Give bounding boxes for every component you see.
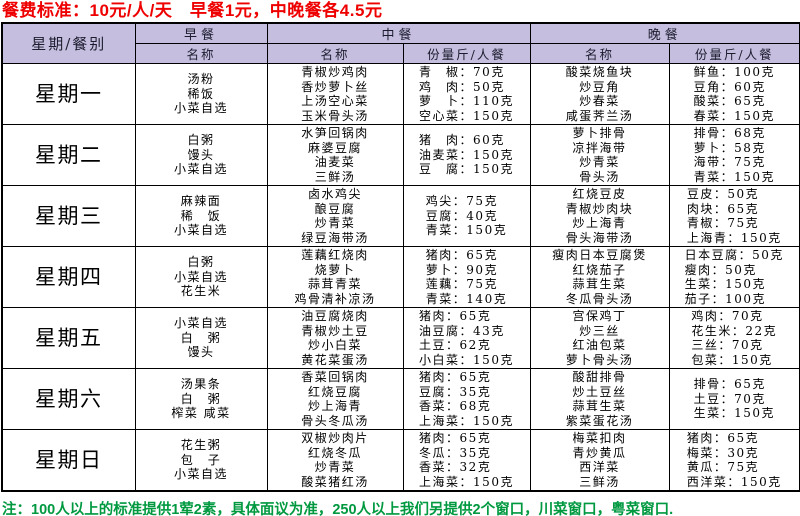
menu-row-1: 星期一 汤粉 稀饭 小菜自选 青椒炒鸡肉 香炒萝卜丝 上汤空心菜 玉米骨头汤青 椒：70克鸡 … bbox=[1, 63, 800, 125]
breakfast-items: 麻辣面稀 饭小菜自选 bbox=[134, 185, 268, 247]
menu-row-3: 星期三 麻辣面稀 饭小菜自选 卤水鸡尖 酿豆腐 炒青菜 绿豆海带汤 鸡尖：75克 豆腐：40克… bbox=[1, 185, 800, 247]
dinner-portions: 排骨：68克 萝卜：58克 海带：75克 青菜：150克 bbox=[668, 124, 800, 186]
dinner-portions: 鲜鱼：100克 豆角：60克 酸菜：65克 春菜：150克 bbox=[668, 63, 800, 125]
subheader-breakfast-name: 名称 bbox=[134, 43, 268, 64]
lunch-names: 水笋回锅肉 麻婆豆腐 油麦菜 三鲜汤 bbox=[266, 124, 404, 186]
subheader-dinner-name: 名称 bbox=[529, 43, 670, 64]
menu-row-5: 星期五 小菜自选白 粥馒头 油豆腐烧肉 青椒炒土豆 炒小白菜 黄花菜蛋汤 猪肉：65克 油豆腐… bbox=[1, 307, 800, 369]
table-header: 星期/餐别 早餐 中餐 晚餐 名称 名称 份量斤/人餐 名称 份量斤/人餐 bbox=[1, 22, 800, 64]
dinner-names: 酸菜烧鱼块 炒豆角 炒春菜 咸蛋荠兰汤 bbox=[529, 63, 670, 125]
weekly-menu-table: 星期/餐别 早餐 中餐 晚餐 名称 名称 份量斤/人餐 名称 份量斤/人餐 星期… bbox=[1, 22, 800, 492]
header-dinner: 晚餐 bbox=[529, 22, 800, 44]
lunch-portions: 猪肉：65克 豆腐：35克 香菜：68克 上海菜：150克 bbox=[402, 368, 531, 430]
subheader-lunch-portion: 份量斤/人餐 bbox=[402, 43, 531, 64]
lunch-names: 双椒炒肉片 红烧冬瓜 炒青菜 酸菜猪红汤 bbox=[266, 429, 404, 492]
dinner-portions: 日本豆腐：50克 瘦肉：50克 生菜：150克 茄子：100克 bbox=[668, 246, 800, 308]
dinner-portions: 豆皮：50克 肉块：65克 青椒：75克 上海青：150克 bbox=[668, 185, 800, 247]
menu-row-7: 星期日 花生粥包 子小菜自选 双椒炒肉片 红烧冬瓜 炒青菜 酸菜猪红汤 猪肉：65克 冬瓜：3… bbox=[1, 429, 800, 492]
lunch-names: 卤水鸡尖 酿豆腐 炒青菜 绿豆海带汤 bbox=[266, 185, 404, 247]
dinner-names: 梅菜扣肉 青炒黄瓜 西洋菜 三鲜汤 bbox=[529, 429, 670, 492]
day-label: 星期二 bbox=[1, 124, 136, 186]
menu-row-2: 星期二 白粥 馒头 小菜自选 水笋回锅肉 麻婆豆腐 油麦菜 三鲜汤猪 肉：60克 油麦菜：150… bbox=[1, 124, 800, 186]
dinner-portions: 排骨：65克 土豆：70克 生菜：150克 bbox=[668, 368, 800, 430]
breakfast-items: 白粥 馒头 小菜自选 bbox=[134, 124, 268, 186]
header-lunch: 中餐 bbox=[266, 22, 531, 44]
day-label: 星期四 bbox=[1, 246, 136, 308]
footer-note: 注：100人以上的标准提供1荤2素，具体面议为准，250人以上我们另提供2个窗口… bbox=[2, 502, 674, 516]
menu-table-body: 星期一 汤粉 稀饭 小菜自选 青椒炒鸡肉 香炒萝卜丝 上汤空心菜 玉米骨头汤青 椒：70克鸡 … bbox=[1, 63, 800, 492]
dinner-names: 酸甜排骨 炒土豆丝 蒜茸生菜 紫菜蛋花汤 bbox=[529, 368, 670, 430]
lunch-portions: 猪肉：65克 油豆腐：43克 土豆：62克 小白菜：150克 bbox=[402, 307, 531, 369]
dinner-names: 宫保鸡丁 炒三丝 红油包菜 萝卜骨头汤 bbox=[529, 307, 670, 369]
lunch-names: 青椒炒鸡肉 香炒萝卜丝 上汤空心菜 玉米骨头汤 bbox=[266, 63, 404, 125]
lunch-names: 莲藕红烧肉 烧萝卜 蒜茸青菜 鸡骨清补凉汤 bbox=[266, 246, 404, 308]
day-label: 星期六 bbox=[1, 368, 136, 430]
lunch-portions: 鸡尖：75克 豆腐：40克 青菜：150克 bbox=[402, 185, 531, 247]
lunch-portions: 青 椒：70克鸡 肉：50克萝 卜：110克 空心菜：150克 bbox=[402, 63, 531, 125]
menu-row-4: 星期四 白粥 小菜自选 花生米 莲藕红烧肉 烧萝卜 蒜茸青菜 鸡骨清补凉汤 猪肉：65克 萝卜：9… bbox=[1, 246, 800, 308]
lunch-names: 油豆腐烧肉 青椒炒土豆 炒小白菜 黄花菜蛋汤 bbox=[266, 307, 404, 369]
dinner-portions: 猪肉：65克 梅菜：30克 黄瓜：75克 西洋菜：150克 bbox=[668, 429, 800, 492]
subheader-dinner-portion: 份量斤/人餐 bbox=[668, 43, 800, 64]
header-breakfast: 早餐 bbox=[134, 22, 268, 44]
dinner-portions: 鸡肉：70克 花生米：22克 三丝：70克 包菜：150克 bbox=[668, 307, 800, 369]
dinner-names: 瘦肉日本豆腐煲 红烧茄子 蒜茸生菜 冬瓜骨头汤 bbox=[529, 246, 670, 308]
breakfast-items: 白粥 小菜自选 花生米 bbox=[134, 246, 268, 308]
dinner-names: 红烧豆皮 青椒炒肉块 炒上海青 骨头海带汤 bbox=[529, 185, 670, 247]
lunch-names: 香菜回锅肉 红烧豆腐 炒上海青 骨头冬瓜汤 bbox=[266, 368, 404, 430]
subheader-lunch-name: 名称 bbox=[266, 43, 404, 64]
breakfast-items: 汤粉 稀饭 小菜自选 bbox=[134, 63, 268, 125]
breakfast-items: 花生粥包 子小菜自选 bbox=[134, 429, 268, 492]
dinner-names: 萝卜排骨 凉拌海带 炒青菜 骨头汤 bbox=[529, 124, 670, 186]
breakfast-items: 汤果条白 粥榨菜 咸菜 bbox=[134, 368, 268, 430]
page-title: 餐费标准：10元/人/天 早餐1元，中晚餐各4.5元 bbox=[2, 1, 383, 20]
corner-header-day-meal: 星期/餐别 bbox=[1, 22, 136, 64]
lunch-portions: 猪肉：65克 冬瓜：35克 香菜：32克 上海菜：150克 bbox=[402, 429, 531, 492]
menu-row-6: 星期六 汤果条白 粥榨菜 咸菜 香菜回锅肉 红烧豆腐 炒上海青 骨头冬瓜汤 猪肉：65克 豆腐… bbox=[1, 368, 800, 430]
day-label: 星期三 bbox=[1, 185, 136, 247]
day-label: 星期一 bbox=[1, 63, 136, 125]
breakfast-items: 小菜自选白 粥馒头 bbox=[134, 307, 268, 369]
day-label: 星期日 bbox=[1, 429, 136, 492]
lunch-portions: 猪 肉：60克 油麦菜：150克豆 腐：150克 bbox=[402, 124, 531, 186]
lunch-portions: 猪肉：65克 萝卜：90克 莲藕：75克 青菜：140克 bbox=[402, 246, 531, 308]
day-label: 星期五 bbox=[1, 307, 136, 369]
